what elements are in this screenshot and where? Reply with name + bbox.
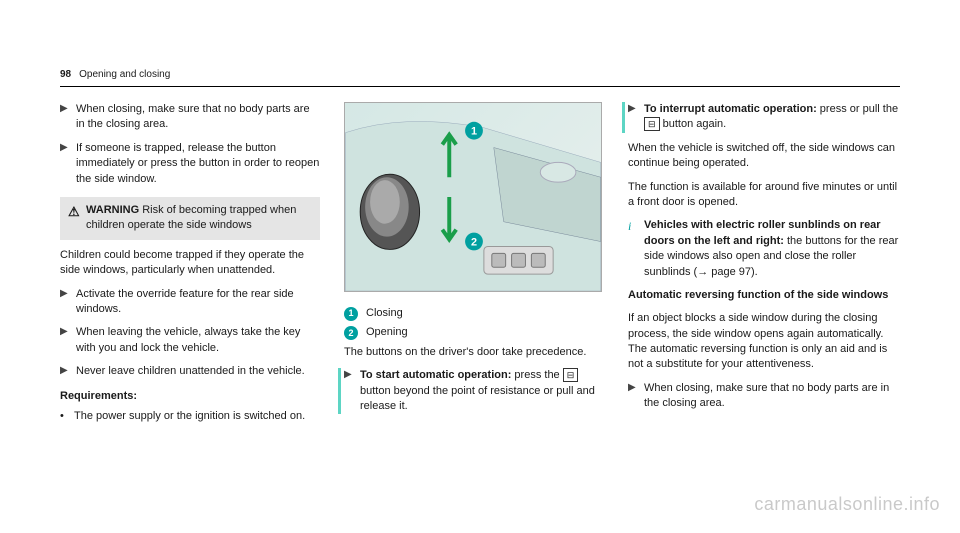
- list-item: ▶ When closing, make sure that no body p…: [628, 381, 900, 412]
- window-button-icon: ⊟: [644, 117, 660, 131]
- auto-label: To start automatic operation:: [360, 369, 511, 381]
- interrupt-text1: press or pull the: [817, 103, 898, 115]
- list-item: ▶ To interrupt automatic operation: pres…: [622, 102, 900, 133]
- bullet-icon: •: [60, 409, 74, 424]
- svg-text:2: 2: [471, 236, 477, 248]
- item-text: When closing, make sure that no body par…: [644, 381, 900, 412]
- info-icon: i: [628, 218, 644, 280]
- content-columns: ▶ When closing, make sure that no body p…: [60, 102, 900, 424]
- column-3: ▶ To interrupt automatic operation: pres…: [628, 102, 900, 424]
- paragraph: The function is available for around fiv…: [628, 180, 900, 211]
- legend-label: Closing: [366, 306, 403, 321]
- item-text: To start automatic operation: press the …: [360, 368, 604, 414]
- auto-text2: button beyond the point of resistance or…: [360, 385, 595, 412]
- item-text: When leaving the vehicle, always take th…: [76, 325, 320, 356]
- warning-icon: ⚠: [68, 203, 86, 221]
- warning-body: Children could become trapped if they op…: [60, 248, 320, 279]
- arrow-icon: ▶: [628, 102, 644, 133]
- item-text: When closing, make sure that no body par…: [76, 102, 320, 133]
- page-header: 98 Opening and closing: [60, 68, 900, 87]
- item-text: Never leave children unattended in the v…: [76, 364, 320, 379]
- requirements-label: Requirements:: [60, 390, 137, 402]
- warning-label: WARNING: [86, 204, 139, 216]
- arrow-icon: ▶: [344, 368, 360, 414]
- paragraph: If an object blocks a side window during…: [628, 311, 900, 373]
- warning-box: ⚠ WARNING Risk of becoming trapped when …: [60, 197, 320, 240]
- list-item: ▶ When closing, make sure that no body p…: [60, 102, 320, 133]
- svg-text:1: 1: [471, 126, 477, 138]
- item-text: To interrupt automatic operation: press …: [644, 102, 900, 133]
- window-button-icon: ⊟: [563, 368, 579, 382]
- diagram-svg: 1 2: [345, 103, 601, 291]
- list-item: ▶ To start automatic operation: press th…: [338, 368, 604, 414]
- auto-text1: press the: [511, 369, 562, 381]
- bullet-item: • The power supply or the ignition is sw…: [60, 409, 320, 424]
- watermark: carmanualsonline.info: [754, 492, 940, 517]
- sub-list: ▶ Activate the override feature for the …: [60, 287, 320, 380]
- arrow-icon: ▶: [60, 325, 76, 356]
- item-text: Activate the override feature for the re…: [76, 287, 320, 318]
- bullet-text: The power supply or the ignition is swit…: [74, 409, 305, 424]
- legend-label: Opening: [366, 325, 408, 340]
- list-item: ▶ If someone is trapped, release the but…: [60, 141, 320, 187]
- arrow-icon: ▶: [60, 102, 76, 133]
- section-title: Opening and closing: [79, 69, 170, 80]
- page-number: 98: [60, 69, 71, 80]
- legend-number-icon: 2: [344, 326, 358, 340]
- warning-text: WARNING Risk of becoming trapped when ch…: [86, 203, 312, 234]
- arrow-icon: ▶: [60, 141, 76, 187]
- list-item: ▶ Activate the override feature for the …: [60, 287, 320, 318]
- arrow-icon: ▶: [60, 287, 76, 318]
- info-text: Vehicles with electric roller sunblinds …: [644, 218, 900, 280]
- list-item: ▶ Never leave children unattended in the…: [60, 364, 320, 379]
- column-2: 1 2 1 Closing 2 Opening The buttons on t…: [344, 102, 604, 424]
- column-1: ▶ When closing, make sure that no body p…: [60, 102, 320, 424]
- legend-item: 2 Opening: [344, 325, 604, 340]
- arrow-icon: ▶: [60, 364, 76, 379]
- list-item: ▶ When leaving the vehicle, always take …: [60, 325, 320, 356]
- legend-number-icon: 1: [344, 307, 358, 321]
- door-diagram: 1 2: [344, 102, 602, 292]
- requirements: Requirements: • The power supply or the …: [60, 389, 320, 424]
- interrupt-text2: button again.: [660, 118, 727, 130]
- paragraph: The buttons on the driver's door take pr…: [344, 345, 604, 360]
- info-item: i Vehicles with electric roller sunblind…: [628, 218, 900, 280]
- interrupt-label: To interrupt automatic operation:: [644, 103, 817, 115]
- arrow-icon: ▶: [628, 381, 644, 412]
- item-text: If someone is trapped, release the butto…: [76, 141, 320, 187]
- paragraph: When the vehicle is switched off, the si…: [628, 141, 900, 172]
- subheading: Automatic reversing function of the side…: [628, 288, 900, 303]
- legend-item: 1 Closing: [344, 306, 604, 321]
